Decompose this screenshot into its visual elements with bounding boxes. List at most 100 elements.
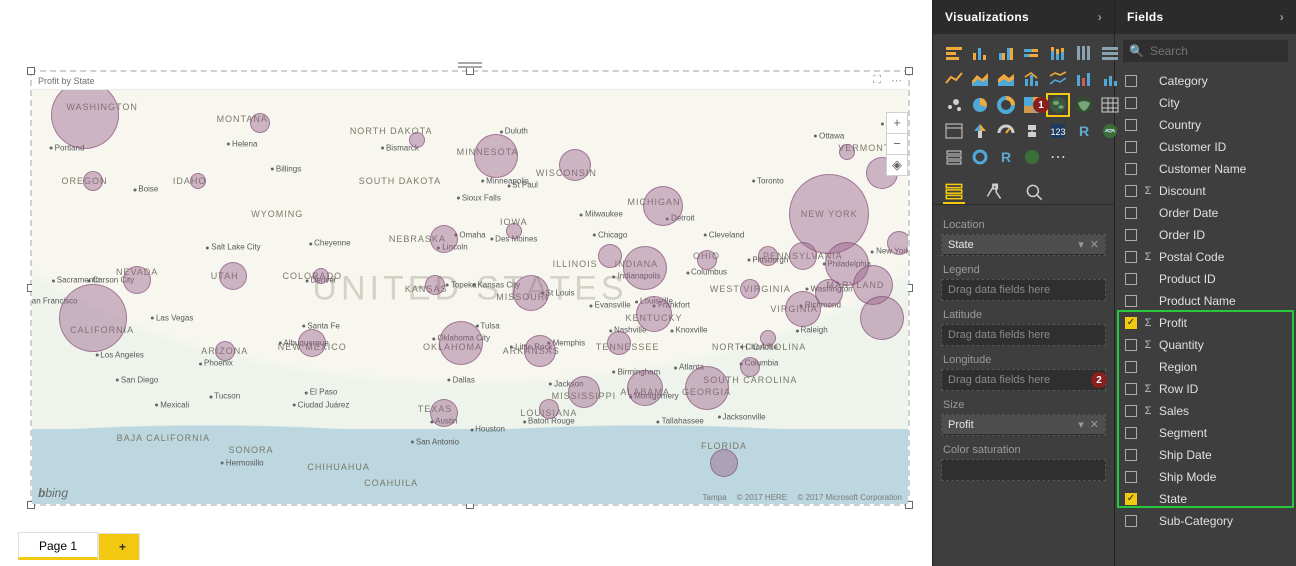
field-checkbox[interactable] <box>1125 75 1137 87</box>
field-row[interactable]: Region <box>1119 356 1292 378</box>
fields-header[interactable]: Fields › <box>1115 0 1296 34</box>
data-bubble[interactable] <box>760 330 776 346</box>
resize-handle[interactable] <box>27 67 35 75</box>
map-body[interactable]: UNITED STATES WASHINGTONMONTANANORTH DAK… <box>32 90 908 504</box>
collapse-icon[interactable]: › <box>1098 10 1102 24</box>
viz-type-icon[interactable] <box>1099 42 1121 64</box>
tab-page-1[interactable]: Page 1 <box>18 532 98 560</box>
field-row[interactable]: Sub-Category <box>1119 510 1292 532</box>
field-row[interactable]: Ship Date <box>1119 444 1292 466</box>
field-checkbox[interactable] <box>1125 515 1137 527</box>
field-row[interactable]: ΣQuantity <box>1119 334 1292 356</box>
visualizations-header[interactable]: Visualizations › <box>933 0 1114 34</box>
field-checkbox[interactable] <box>1125 405 1137 417</box>
field-well[interactable]: State▾✕ <box>941 234 1106 256</box>
field-row[interactable]: Segment <box>1119 422 1292 444</box>
field-checkbox[interactable] <box>1125 141 1137 153</box>
viz-type-icon[interactable] <box>995 42 1017 64</box>
viz-type-icon[interactable] <box>943 146 965 168</box>
field-checkbox[interactable] <box>1125 295 1137 307</box>
field-checkbox[interactable] <box>1125 185 1137 197</box>
field-row[interactable]: ΣDiscount <box>1119 180 1292 202</box>
more-options-icon[interactable]: ⋯ <box>891 74 902 87</box>
field-row[interactable]: ΣRow ID <box>1119 378 1292 400</box>
fields-search[interactable]: 🔍 <box>1123 40 1288 62</box>
data-bubble[interactable] <box>298 329 326 357</box>
data-bubble[interactable] <box>439 321 483 365</box>
well-chip[interactable]: Profit▾✕ <box>942 415 1105 434</box>
drag-grip[interactable] <box>458 62 482 70</box>
data-bubble[interactable] <box>430 225 458 253</box>
zoom-out-button[interactable]: − <box>886 133 908 155</box>
field-checkbox[interactable] <box>1125 361 1137 373</box>
data-bubble[interactable] <box>685 366 729 410</box>
viz-type-icon[interactable] <box>1021 68 1043 90</box>
chip-remove-icon[interactable]: ✕ <box>1090 418 1099 431</box>
field-row[interactable]: State <box>1119 488 1292 510</box>
subtab-format[interactable] <box>983 180 1005 204</box>
data-bubble[interactable] <box>568 376 600 408</box>
field-row[interactable]: Order ID <box>1119 224 1292 246</box>
viz-type-icon[interactable] <box>1021 42 1043 64</box>
field-checkbox[interactable] <box>1125 339 1137 351</box>
more-visuals-icon[interactable]: ⋯ <box>1047 146 1069 168</box>
field-well[interactable]: Drag data fields here <box>941 279 1106 301</box>
field-row[interactable]: Country <box>1119 114 1292 136</box>
viz-type-icon[interactable] <box>943 42 965 64</box>
viz-type-icon[interactable]: 1 <box>1047 94 1069 116</box>
data-bubble[interactable] <box>643 186 683 226</box>
field-checkbox[interactable] <box>1125 427 1137 439</box>
map-view-button[interactable]: ◈ <box>886 154 908 176</box>
data-bubble[interactable] <box>623 246 667 290</box>
data-bubble[interactable] <box>559 149 591 181</box>
zoom-in-button[interactable]: + <box>886 112 908 134</box>
data-bubble[interactable] <box>425 275 445 295</box>
field-row[interactable]: City <box>1119 92 1292 114</box>
viz-type-icon[interactable] <box>1047 68 1069 90</box>
field-row[interactable]: Customer ID <box>1119 136 1292 158</box>
add-page-button[interactable]: + <box>98 533 140 560</box>
field-row[interactable]: Ship Mode <box>1119 466 1292 488</box>
data-bubble[interactable] <box>123 266 151 294</box>
data-bubble[interactable] <box>313 268 329 284</box>
data-bubble[interactable] <box>474 134 518 178</box>
data-bubble[interactable] <box>250 113 270 133</box>
chip-dropdown-icon[interactable]: ▾ <box>1078 238 1084 251</box>
field-row[interactable]: ΣProfit <box>1119 312 1292 334</box>
viz-type-icon[interactable]: R <box>995 146 1017 168</box>
field-well[interactable] <box>941 459 1106 481</box>
data-bubble[interactable] <box>607 331 631 355</box>
field-row[interactable]: Category <box>1119 70 1292 92</box>
data-bubble[interactable] <box>524 335 556 367</box>
viz-type-icon[interactable] <box>1021 120 1043 142</box>
viz-type-icon[interactable] <box>995 68 1017 90</box>
field-row[interactable]: Product ID <box>1119 268 1292 290</box>
data-bubble[interactable] <box>598 244 622 268</box>
chip-dropdown-icon[interactable]: ▾ <box>1078 418 1084 431</box>
viz-type-icon[interactable] <box>969 42 991 64</box>
data-bubble[interactable] <box>430 399 458 427</box>
field-checkbox[interactable] <box>1125 317 1137 329</box>
data-bubble[interactable] <box>860 296 904 340</box>
data-bubble[interactable] <box>190 173 206 189</box>
field-checkbox[interactable] <box>1125 119 1137 131</box>
well-chip[interactable]: State▾✕ <box>942 235 1105 254</box>
field-row[interactable]: Order Date <box>1119 202 1292 224</box>
data-bubble[interactable] <box>636 296 672 332</box>
collapse-icon[interactable]: › <box>1280 10 1284 24</box>
data-bubble[interactable] <box>59 284 127 352</box>
subtab-analytics[interactable] <box>1023 180 1045 204</box>
viz-type-icon[interactable] <box>969 120 991 142</box>
field-checkbox[interactable] <box>1125 163 1137 175</box>
data-bubble[interactable] <box>219 262 247 290</box>
data-bubble[interactable] <box>710 449 738 477</box>
viz-type-icon[interactable] <box>943 120 965 142</box>
field-well[interactable]: Profit▾✕ <box>941 414 1106 436</box>
viz-type-icon[interactable] <box>969 146 991 168</box>
viz-type-icon[interactable] <box>1073 94 1095 116</box>
field-checkbox[interactable] <box>1125 383 1137 395</box>
data-bubble[interactable] <box>789 242 817 270</box>
map-visual-container[interactable]: Profit by State ⛶ ⋯ UNITED STATES WASHIN… <box>32 72 908 504</box>
focus-mode-icon[interactable]: ⛶ <box>873 74 881 87</box>
viz-type-icon[interactable] <box>969 94 991 116</box>
